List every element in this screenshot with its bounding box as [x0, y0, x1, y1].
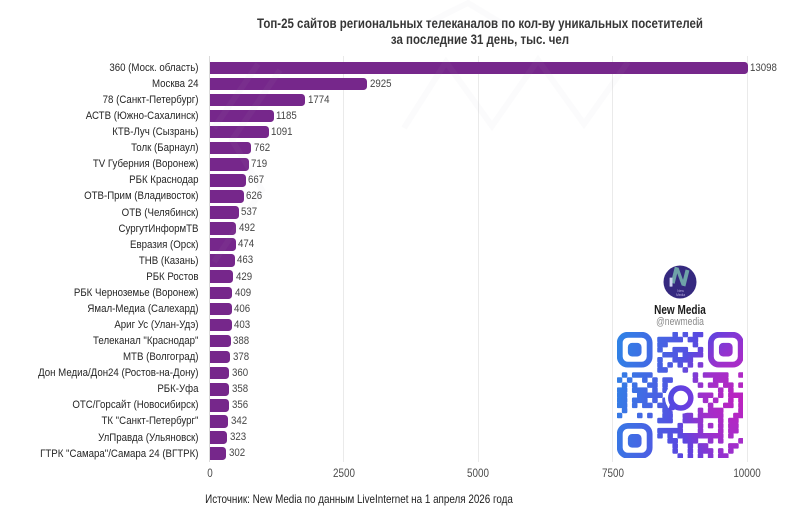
svg-text:New: New: [677, 289, 684, 293]
svg-text:Media: Media: [676, 292, 685, 296]
